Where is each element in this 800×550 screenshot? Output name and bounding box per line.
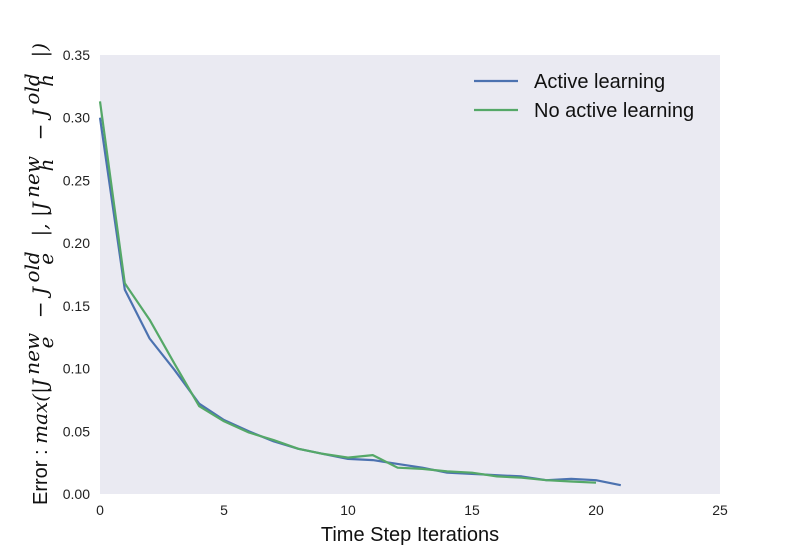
y-tick-labels: 0.00 0.05 0.10 0.15 0.20 0.25 0.30 0.35 xyxy=(63,47,90,502)
x-tick-label: 0 xyxy=(96,502,104,518)
y-tick-label: 0.10 xyxy=(63,361,90,377)
series-line-no-active-learning xyxy=(98,101,597,484)
x-axis-label: Time Step Iterations xyxy=(321,524,499,546)
y-tick-label: 0.25 xyxy=(63,172,90,188)
y-tick-label: 0.00 xyxy=(63,486,90,502)
legend: Active learning No active learning xyxy=(474,71,694,122)
legend-label-no-active-learning: No active learning xyxy=(534,100,694,122)
x-tick-label: 5 xyxy=(220,502,228,518)
x-tick-label: 10 xyxy=(340,502,356,518)
y-tick-label: 0.30 xyxy=(63,110,90,126)
plot-background xyxy=(100,55,720,494)
series-lines xyxy=(98,101,622,487)
x-tick-label: 20 xyxy=(588,502,604,518)
x-tick-labels: 0 5 10 15 20 25 xyxy=(96,502,728,518)
svg-text:Error : max(|J ne: Error : max(|J new e − J old e |, |J new… xyxy=(20,43,58,505)
x-tick-label: 25 xyxy=(712,502,728,518)
y-axis-label: Error : max(|J new e − J old e |, |J new… xyxy=(20,43,58,505)
y-tick-label: 0.05 xyxy=(63,423,90,439)
y-tick-label: 0.20 xyxy=(63,235,90,251)
y-tick-label: 0.35 xyxy=(63,47,90,63)
y-tick-label: 0.15 xyxy=(63,298,90,314)
x-tick-label: 15 xyxy=(464,502,480,518)
legend-label-active-learning: Active learning xyxy=(534,71,665,93)
